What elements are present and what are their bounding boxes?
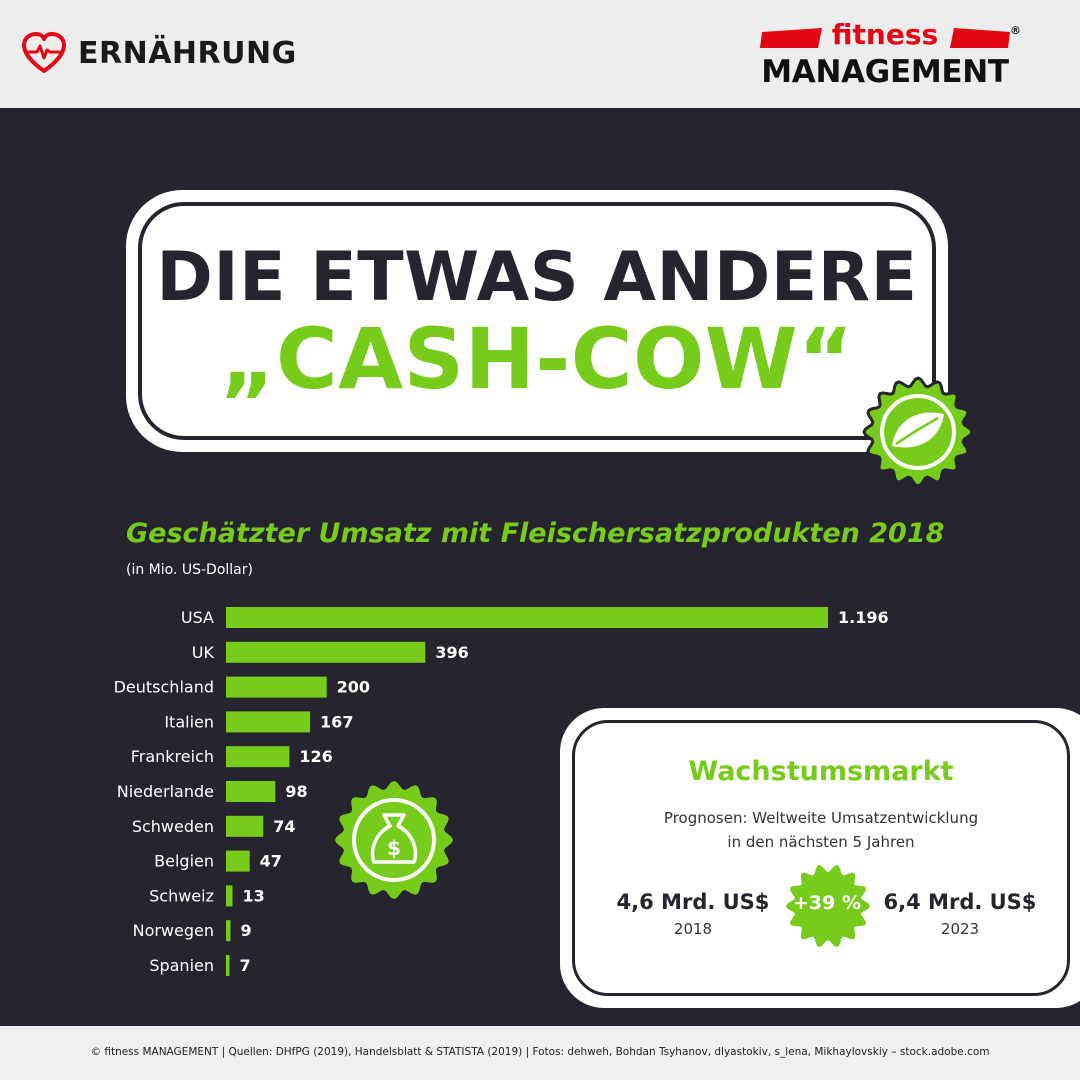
chart-title: Geschätzter Umsatz mit Fleischersatzprod…	[126, 518, 945, 549]
bar-category-label: UK	[192, 643, 215, 662]
bar-value-label: 126	[299, 747, 332, 766]
brand-bars	[760, 28, 1010, 48]
footer-credits: © fitness MANAGEMENT | Quellen: DHfPG (2…	[90, 1046, 990, 1058]
bar-layer: USA 1.196 UK 396 Deutschland 200 Italien 167 Fra…	[114, 607, 889, 976]
growth-left-value: 4,6 Mrd. US$	[616, 890, 770, 914]
brand-top-text: fitness	[831, 18, 939, 51]
bar	[226, 711, 311, 733]
money-bag-icon: $	[335, 781, 453, 899]
bar-value-label: 13	[243, 886, 265, 905]
bar-category-label: USA	[181, 608, 214, 627]
footer: © fitness MANAGEMENT | Quellen: DHfPG (2…	[0, 1026, 1080, 1080]
bar-category-label: Schweiz	[149, 886, 214, 905]
bar-category-label: Schweden	[132, 817, 214, 836]
growth-subtitle: Prognosen: Weltweite Umsatzentwicklung i…	[562, 806, 1080, 854]
brand-bottom-text: MANAGEMENT	[761, 54, 1009, 90]
bar-category-label: Norwegen	[133, 921, 214, 940]
bar-category-label: Belgien	[154, 852, 214, 871]
bar	[226, 676, 327, 698]
title-box: DIE ETWAS ANDERE „CASH-COW“	[126, 190, 948, 452]
growth-right-value: 6,4 Mrd. US$	[883, 890, 1037, 914]
bar-value-label: 396	[435, 643, 468, 662]
bar	[226, 885, 233, 907]
bar-category-label: Niederlande	[117, 782, 214, 801]
bar	[226, 746, 290, 768]
chart-unit: (in Mio. US-Dollar)	[126, 562, 253, 578]
bar-category-label: Deutschland	[114, 678, 214, 697]
growth-box-border	[572, 720, 1070, 996]
growth-title: Wachstumsmarkt	[688, 756, 954, 787]
category-label: ERNÄHRUNG	[78, 35, 297, 71]
growth-subtitle-line-2: in den nächsten 5 Jahren	[727, 833, 915, 851]
bar	[226, 607, 828, 628]
bar	[226, 781, 276, 802]
percent-badge	[786, 865, 870, 947]
bar	[226, 955, 230, 976]
category-heading: ERNÄHRUNG	[22, 32, 297, 74]
registered-mark: ®	[1010, 24, 1021, 37]
growth-right-year: 2023	[940, 920, 980, 938]
bar	[226, 850, 250, 872]
bar-category-label: Italien	[164, 712, 214, 731]
growth-box	[560, 708, 1080, 1008]
title-line-2: „CASH-COW“	[220, 310, 854, 408]
bar	[226, 815, 264, 837]
leaf-icon	[862, 376, 974, 488]
growth-left-year: 2018	[673, 920, 713, 938]
bar	[226, 920, 231, 942]
heart-pulse-icon	[22, 32, 66, 73]
bar-category-label: Frankreich	[131, 747, 214, 766]
bar-value-label: 200	[337, 678, 370, 697]
percent-label: +39 %	[792, 892, 861, 914]
bar-value-label: 7	[240, 956, 251, 975]
title-line-1: DIE ETWAS ANDERE	[156, 238, 918, 317]
bar	[226, 641, 426, 663]
bar-value-label: 167	[320, 712, 353, 731]
bar-value-label: 9	[241, 921, 252, 940]
title-box-border	[138, 202, 936, 440]
bar-value-label: 47	[260, 852, 282, 871]
header-bar	[0, 0, 1080, 108]
bar-value-label: 74	[273, 817, 295, 836]
bar-value-label: 98	[285, 782, 307, 801]
bar-category-label: Spanien	[149, 956, 214, 975]
brand-logo: fitness MANAGEMENT ®	[760, 18, 1021, 90]
bar-value-label: 1.196	[838, 608, 889, 627]
svg-text:$: $	[387, 836, 401, 860]
growth-subtitle-line-1: Prognosen: Weltweite Umsatzentwicklung	[663, 809, 979, 827]
